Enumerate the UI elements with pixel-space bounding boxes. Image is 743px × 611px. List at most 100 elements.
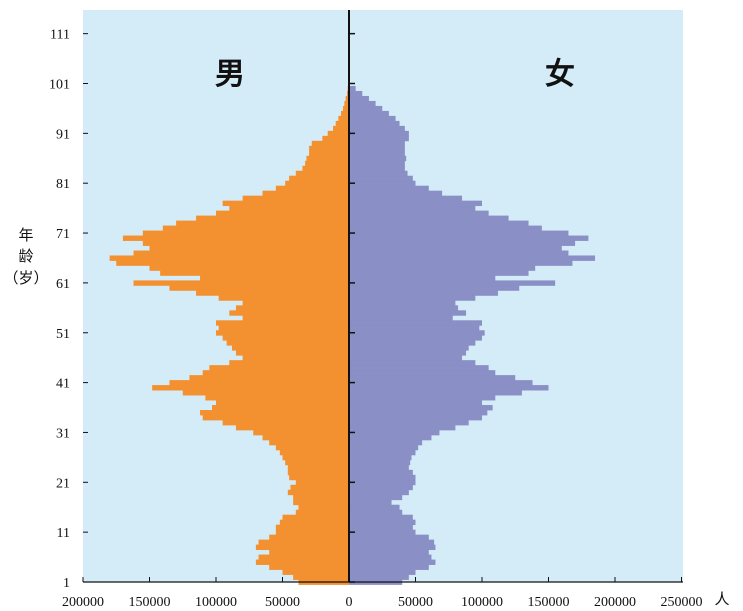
female-bar: [349, 210, 489, 217]
female-bar: [349, 225, 542, 231]
female-bar: [349, 145, 405, 152]
female-bar: [349, 205, 476, 212]
female-bar: [349, 315, 453, 321]
female-label: 女: [545, 57, 575, 92]
male-bar: [285, 459, 349, 466]
male-bar: [309, 150, 349, 157]
male-bar: [262, 434, 349, 441]
male-bar: [322, 135, 349, 142]
male-bar: [133, 280, 349, 286]
male-bar: [275, 529, 349, 536]
male-bar: [269, 564, 349, 570]
female-bar: [349, 280, 556, 286]
x-tick-label: 50000: [398, 595, 433, 610]
x-tick-label: 0: [346, 595, 353, 610]
female-bar: [349, 305, 459, 311]
female-bar: [349, 120, 400, 127]
female-bar: [349, 155, 407, 162]
female-bar: [349, 559, 436, 565]
male-bar: [209, 365, 349, 371]
male-bar: [142, 240, 349, 246]
male-bar: [229, 205, 349, 212]
female-bar: [349, 489, 409, 496]
female-bar: [349, 469, 413, 476]
female-bar: [349, 220, 529, 226]
female-bar: [349, 479, 416, 486]
male-bar: [275, 444, 349, 451]
male-bar: [189, 375, 349, 381]
male-bar: [229, 360, 349, 366]
male-bar: [302, 165, 349, 172]
female-bar: [349, 85, 356, 92]
male-bar: [196, 215, 349, 221]
male-bar: [160, 270, 349, 276]
male-bar: [218, 295, 349, 301]
female-bar: [349, 150, 405, 157]
male-bar: [255, 559, 349, 565]
female-bar: [349, 549, 429, 555]
female-bar: [349, 484, 413, 491]
female-bar: [349, 390, 522, 396]
male-bar: [152, 385, 349, 391]
female-bar: [349, 105, 383, 112]
female-bar: [349, 474, 416, 481]
female-bar: [349, 544, 436, 550]
male-bar: [311, 140, 349, 147]
male-bar: [162, 225, 349, 231]
female-bar: [349, 190, 443, 197]
male-bar: [287, 464, 349, 471]
female-bar: [349, 375, 516, 381]
female-bar: [349, 125, 405, 132]
female-bar: [349, 395, 496, 401]
male-bar: [287, 489, 349, 496]
male-bar: [235, 305, 349, 311]
female-bar: [349, 380, 533, 386]
male-bar: [216, 320, 349, 326]
male-bar: [343, 105, 349, 112]
female-bar: [349, 300, 456, 306]
y-tick-label: 11: [57, 526, 70, 541]
y-tick-label: 21: [56, 476, 70, 491]
female-bar: [349, 240, 576, 246]
male-bar: [122, 235, 350, 241]
female-bar: [349, 454, 412, 461]
female-bar: [349, 115, 396, 122]
male-label: 男: [215, 57, 245, 92]
male-bar: [176, 220, 349, 226]
female-bar: [349, 165, 405, 172]
male-bar: [253, 429, 349, 436]
x-tick-label: 150000: [129, 595, 171, 610]
female-bar: [349, 260, 573, 266]
x-tick-label: 100000: [461, 595, 503, 610]
female-bars: [349, 85, 596, 585]
female-bar: [349, 444, 419, 451]
female-bar: [349, 345, 469, 351]
female-bar: [349, 459, 411, 466]
female-bar: [349, 230, 569, 236]
male-bar: [200, 275, 349, 281]
female-bar: [349, 175, 413, 182]
y-axis-label-char-3: （岁）: [3, 269, 48, 287]
female-bar: [349, 195, 463, 202]
male-bar: [202, 370, 349, 376]
female-bar: [349, 564, 429, 570]
female-bar: [349, 439, 423, 446]
male-bar: [282, 514, 349, 521]
female-bar: [349, 290, 498, 296]
female-bar: [349, 180, 416, 187]
male-bar: [222, 335, 349, 341]
female-bar: [349, 415, 482, 421]
female-bar: [349, 200, 482, 207]
male-bar: [344, 100, 350, 107]
male-bar: [216, 210, 349, 217]
female-bar: [349, 95, 369, 102]
male-bar: [269, 534, 349, 541]
female-bar: [349, 509, 403, 516]
female-bar: [349, 434, 432, 441]
female-bar: [349, 449, 416, 456]
male-bar: [133, 250, 349, 256]
male-bar: [282, 569, 349, 575]
male-bar: [285, 180, 349, 187]
male-bar: [142, 230, 349, 236]
